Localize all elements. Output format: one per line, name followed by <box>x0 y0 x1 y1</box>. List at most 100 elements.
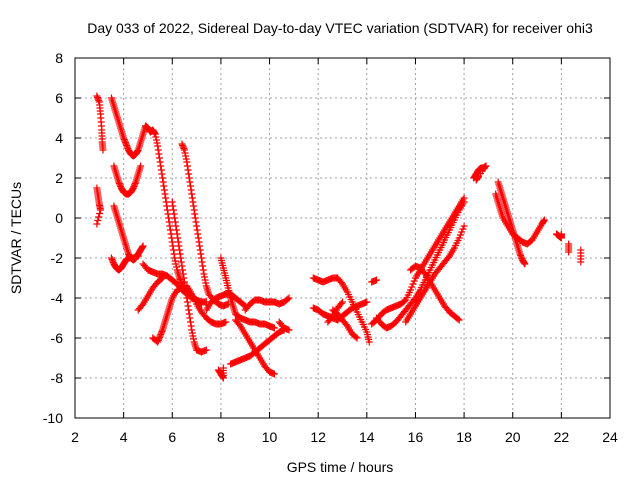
data-point-arc-a <box>99 146 107 154</box>
data-point-arc-g <box>165 218 173 226</box>
data-point-arc-k <box>182 152 190 160</box>
data-point-arc-k <box>197 250 205 258</box>
data-point-arc-g <box>157 166 165 174</box>
data-point-arc-k <box>194 234 202 242</box>
data-point-arc-w <box>353 334 361 342</box>
data-point-arc-c <box>121 137 129 145</box>
data-point-arc-c <box>120 136 128 143</box>
data-point-arc-p <box>219 364 227 372</box>
data-point-arc-g <box>152 133 160 141</box>
y-tick-label: -4 <box>51 290 64 306</box>
data-point-arc-l <box>202 346 210 354</box>
data-point-arc-l <box>183 298 191 306</box>
data-point-arc-g <box>155 150 163 158</box>
x-tick-label: 10 <box>262 429 278 445</box>
data-point-arc-s <box>284 295 292 303</box>
data-point-arc-l <box>176 250 184 258</box>
data-point-arc-d <box>137 162 145 170</box>
y-tick-label: 2 <box>55 170 63 186</box>
data-point-arc-t <box>285 326 293 334</box>
data-point-arc-y <box>373 276 381 284</box>
data-point-arc-a <box>93 94 101 101</box>
data-point-arc-k <box>187 186 195 194</box>
data-point-arc-g <box>152 136 160 144</box>
data-point-arc-k <box>179 142 187 149</box>
data-point-arc-k <box>178 140 186 148</box>
data-point-arc-j <box>156 332 164 340</box>
data-point-arc-o <box>270 324 278 332</box>
data-point-arc-k <box>201 276 209 284</box>
data-point-arc-ae <box>517 253 525 261</box>
data-point-arc-f <box>107 254 115 262</box>
data-point-arc-g <box>160 182 168 190</box>
data-point-arc-d <box>131 180 139 187</box>
x-tick-label: 16 <box>408 429 424 445</box>
data-point-arc-l <box>168 198 176 206</box>
data-point-arc-l <box>172 222 180 230</box>
data-point-arc-k <box>182 155 190 163</box>
data-point-arc-k <box>200 273 208 281</box>
data-point-arc-ac <box>455 316 463 324</box>
data-point-arc-k <box>185 174 193 182</box>
data-point-arc-g <box>168 238 176 246</box>
axis-ticks <box>74 57 611 419</box>
data-point-arc-v <box>365 338 373 346</box>
data-point-arc-k <box>199 266 207 274</box>
data-point-arc-ah <box>565 248 573 256</box>
data-point-arc-g <box>151 129 159 137</box>
data-point-arc-d <box>130 183 138 190</box>
data-point-arc-k <box>193 226 201 234</box>
x-tick-label: 20 <box>505 429 521 445</box>
data-point-arc-z <box>407 286 415 294</box>
data-point-arc-k <box>190 202 198 210</box>
data-point-arc-j <box>157 331 165 338</box>
data-point-arc-k <box>192 218 200 226</box>
data-point-arc-g <box>154 142 162 150</box>
data-point-arc-l <box>180 274 188 282</box>
data-point-arc-k <box>184 166 192 174</box>
data-point-arc-g <box>154 146 162 154</box>
data-point-arc-p <box>219 373 227 381</box>
data-point-arc-ab <box>460 222 468 230</box>
data-point-arc-l <box>175 242 183 250</box>
data-point-arc-k <box>191 214 199 222</box>
data-point-arc-z <box>408 283 416 291</box>
data-point-arc-l <box>189 332 197 340</box>
data-point-arc-k <box>188 194 196 202</box>
data-point-arc-j <box>155 335 163 343</box>
data-point-arc-g <box>156 158 164 166</box>
data-point-arc-j <box>158 328 166 335</box>
data-point-arc-l <box>186 314 194 322</box>
y-tick-label: -10 <box>43 410 63 426</box>
data-point-arc-ae <box>520 259 528 267</box>
data-point-arc-aa <box>460 198 468 206</box>
y-tick-label: -6 <box>51 330 64 346</box>
y-tick-labels: -10 -8 -6 -4 -2 0 2 4 6 8 <box>43 50 63 426</box>
data-point-arc-g <box>167 230 175 238</box>
data-point-arc-k <box>202 279 210 287</box>
data-point-arc-l <box>179 270 187 278</box>
data-point-arc-l <box>185 306 193 314</box>
data-point-arc-g <box>158 170 166 178</box>
data-point-arc-z <box>410 277 418 285</box>
data-point-arc-ab <box>458 228 466 236</box>
data-point-arc-g <box>162 198 170 206</box>
data-point-arc-k <box>198 258 206 266</box>
data-point-arc-g <box>160 186 168 194</box>
data-point-arc-g <box>172 260 180 268</box>
data-point-arc-ad <box>473 175 481 183</box>
data-point-arc-af <box>540 217 548 225</box>
data-point-arc-c <box>120 134 128 142</box>
data-point-arc-g <box>177 277 185 285</box>
data-point-arc-k <box>191 210 199 218</box>
data-point-arc-g <box>171 254 179 262</box>
data-point-arc-g <box>161 190 169 198</box>
data-point-arc-k <box>197 254 205 262</box>
data-point-arc-k <box>199 262 207 270</box>
data-point-arc-u <box>363 298 371 306</box>
y-tick-label: 6 <box>55 90 63 106</box>
data-point-arc-a <box>93 92 101 100</box>
data-point-arc-g <box>170 250 178 258</box>
data-point-arc-k <box>183 162 191 170</box>
data-point-arc-f <box>108 256 116 263</box>
